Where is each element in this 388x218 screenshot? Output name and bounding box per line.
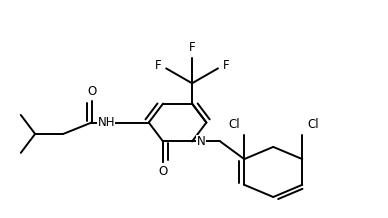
Text: NH: NH	[98, 116, 115, 129]
Text: F: F	[223, 59, 229, 72]
Text: O: O	[158, 165, 168, 178]
Text: Cl: Cl	[307, 118, 319, 131]
Text: F: F	[189, 41, 196, 54]
Text: O: O	[87, 85, 96, 98]
Text: N: N	[197, 135, 206, 148]
Text: Cl: Cl	[228, 118, 240, 131]
Text: F: F	[155, 59, 161, 72]
